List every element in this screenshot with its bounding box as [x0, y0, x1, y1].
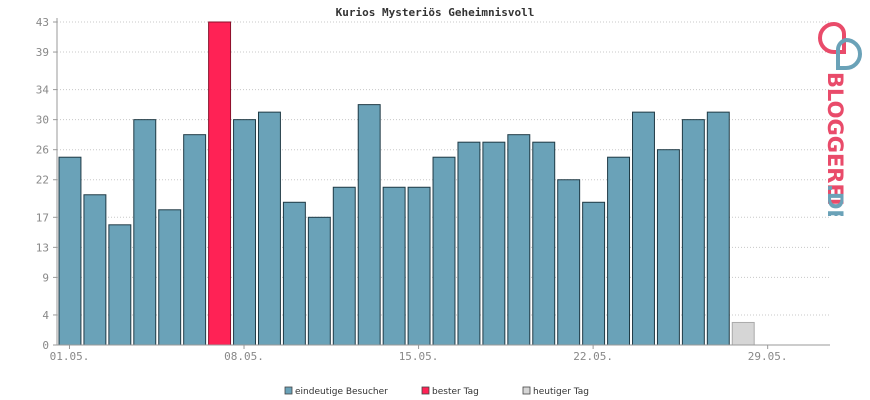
chart-axes: [56, 18, 830, 346]
bloggerei-logo: BLOGGEREI .DE: [818, 21, 862, 216]
y-axis-ticks: 0 4 9 13 17 22 26 30 34 39 43: [36, 16, 57, 352]
bar: [532, 141, 556, 346]
y-tick-label: 34: [36, 84, 50, 97]
x-tick-label: 22.05.: [573, 350, 613, 363]
bar: [233, 119, 256, 346]
x-tick-label: 08.05.: [224, 350, 264, 363]
bar: [83, 194, 107, 346]
y-tick-label: 39: [36, 46, 49, 59]
bar: [357, 104, 381, 346]
bar: [681, 119, 705, 346]
x-tick-label: 29.05.: [748, 350, 788, 363]
bar: [407, 186, 431, 346]
y-tick-label: 4: [42, 309, 49, 322]
legend-label: bester Tag: [432, 387, 479, 397]
bar: [382, 186, 406, 346]
y-tick-label: 26: [36, 144, 49, 157]
bar: [607, 156, 631, 346]
bar: [158, 209, 182, 346]
bar: [482, 141, 506, 346]
logo-wordmark: BLOGGEREI .DE: [823, 72, 847, 216]
logo-icon-blue: [836, 37, 862, 70]
logo-text-suffix: .DE: [823, 184, 847, 216]
legend-swatch: [522, 386, 531, 395]
bar: [656, 149, 680, 346]
logo-text-main: BLOGGEREI: [823, 72, 847, 206]
chart-title: Kurios Mysteriös Geheimnisvoll: [336, 6, 535, 19]
bar-today: [731, 321, 755, 346]
bar: [332, 186, 356, 346]
bar: [58, 156, 82, 346]
legend-label: heutiger Tag: [533, 387, 589, 397]
bar: [457, 141, 481, 346]
y-tick-label: 0: [42, 339, 49, 352]
bar: [582, 201, 606, 346]
bar: [706, 111, 730, 346]
bar-best-day: [208, 21, 232, 346]
y-tick-label: 30: [36, 114, 49, 127]
bar: [507, 134, 531, 346]
bar: [257, 111, 281, 346]
bar: [632, 111, 655, 346]
y-tick-label: 13: [36, 241, 49, 254]
legend-swatch: [284, 386, 293, 395]
bar: [108, 224, 132, 346]
logo-icon-pink: [818, 21, 846, 54]
legend-swatch: [421, 386, 430, 395]
x-tick-label: 15.05.: [399, 350, 439, 363]
y-tick-label: 9: [42, 271, 49, 284]
bar: [133, 119, 157, 346]
bar: [183, 134, 207, 346]
x-axis-ticks: 01.05. 08.05. 15.05. 22.05. 29.05.: [50, 345, 788, 363]
chart-bars: [58, 21, 755, 346]
bar: [557, 179, 581, 346]
y-tick-label: 43: [36, 16, 49, 29]
y-tick-label: 22: [36, 174, 49, 187]
bar: [307, 216, 331, 346]
y-tick-label: 17: [36, 211, 49, 224]
bar: [432, 156, 456, 346]
legend-label: eindeutige Besucher: [295, 387, 388, 397]
x-tick-label: 01.05.: [50, 350, 90, 363]
bar: [282, 201, 306, 346]
chart-legend: eindeutige Besucher bester Tag heutiger Ta…: [284, 386, 589, 397]
